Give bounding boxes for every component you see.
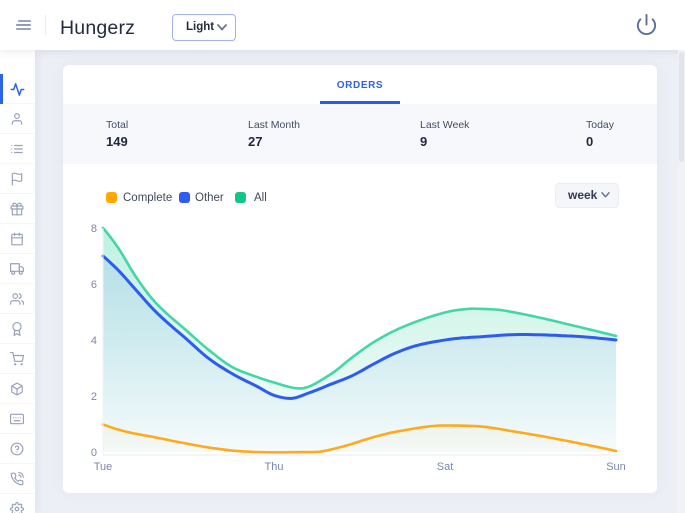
svg-text:Sat: Sat <box>437 461 454 473</box>
svg-text:0: 0 <box>91 447 97 459</box>
svg-text:4: 4 <box>91 335 97 347</box>
svg-text:Tue: Tue <box>94 461 113 473</box>
svg-text:2: 2 <box>91 391 97 403</box>
svg-text:8: 8 <box>91 223 97 235</box>
svg-text:Sun: Sun <box>606 461 626 473</box>
svg-text:6: 6 <box>91 279 97 291</box>
svg-text:Thu: Thu <box>265 461 284 473</box>
